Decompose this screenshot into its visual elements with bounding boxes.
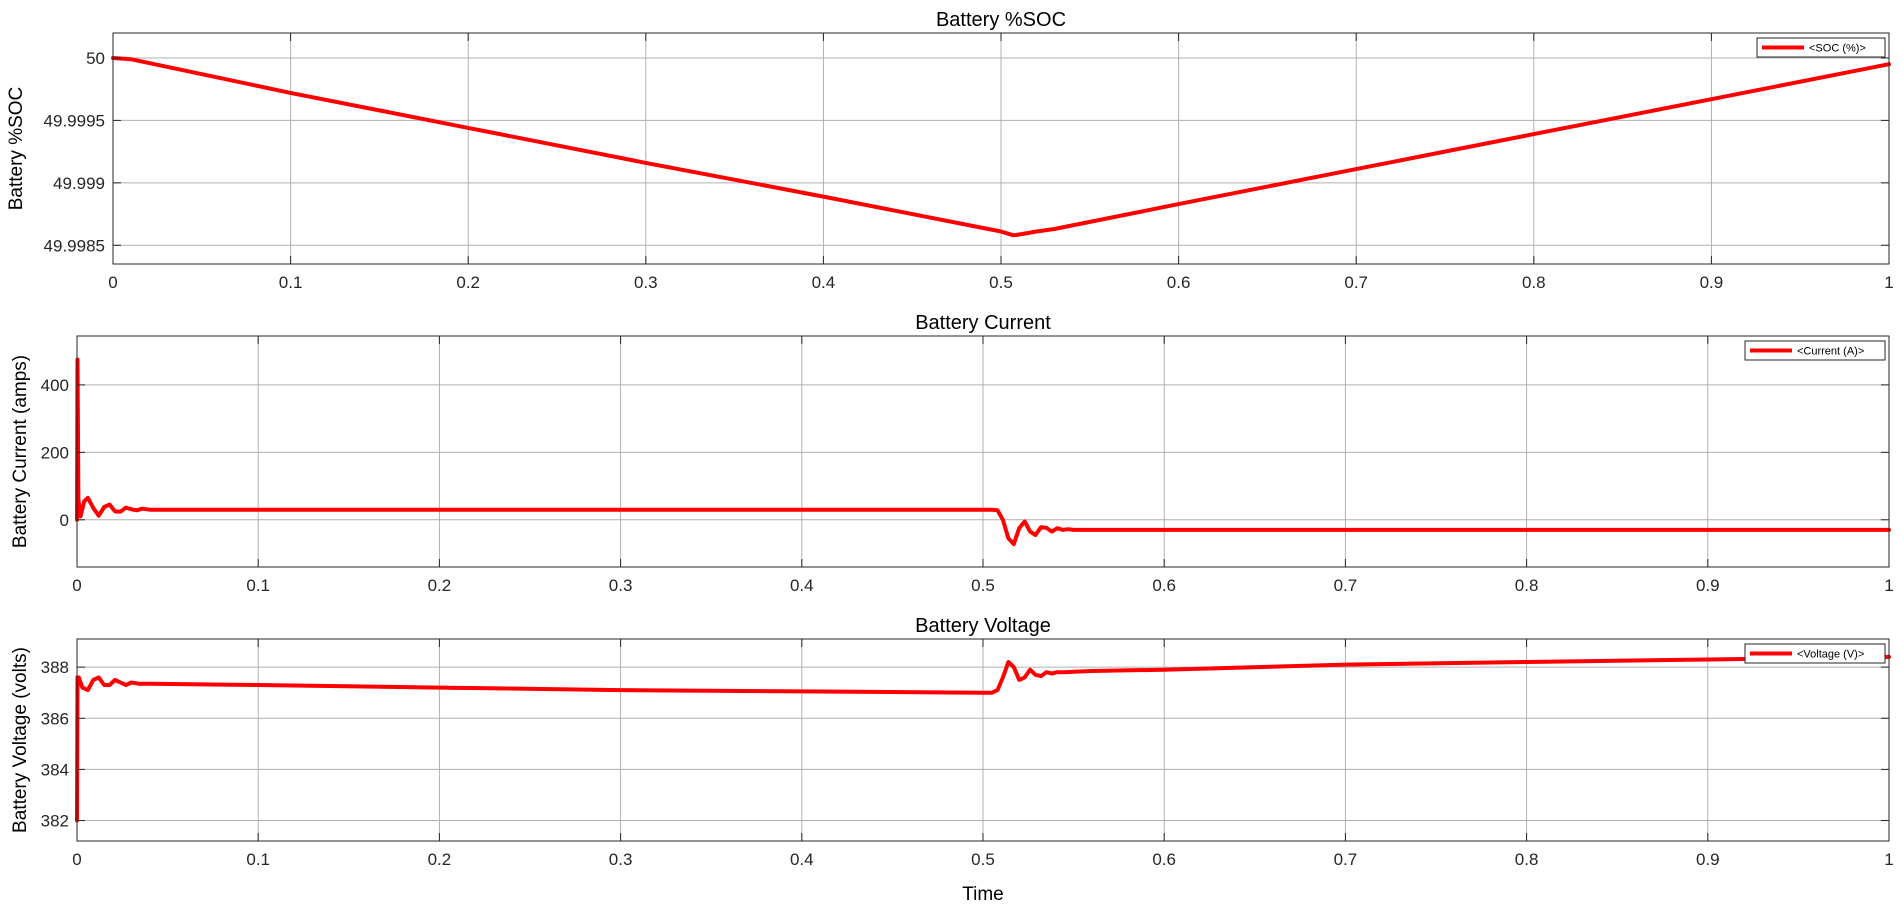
legend-box — [1744, 643, 1886, 664]
x-tick-label: 0.6 — [1152, 576, 1176, 595]
x-tick-label: 0.1 — [246, 576, 270, 595]
x-tick-label: 0.9 — [1696, 850, 1720, 869]
x-tick-label: 0.3 — [609, 850, 633, 869]
x-tick-label: 0.8 — [1515, 850, 1539, 869]
series-line-1 — [75, 357, 1891, 547]
y-tick-label: 400 — [41, 376, 69, 395]
y-tick-label: 0 — [60, 511, 69, 530]
y-tick-label: 388 — [41, 658, 69, 677]
chart-panel-3: 0 0.1 0.2 0.3 0.4 0.5 0.6 0.7 0.8 0.9 1 382 384 386 38… — [10, 615, 1894, 869]
x-tick-label: 0.1 — [279, 273, 303, 292]
y-tick-label: 49.9985 — [44, 236, 105, 255]
y-tick-label: 49.999 — [53, 174, 105, 193]
x-tick-label: 0.5 — [971, 576, 995, 595]
x-tick-label: 0.9 — [1700, 273, 1724, 292]
x-tick-label: 0 — [72, 850, 81, 869]
x-tick-label: 0 — [72, 576, 81, 595]
y-tick-label: 50 — [86, 49, 105, 68]
x-tick-label: 0.8 — [1522, 273, 1546, 292]
y-axis-label: Battery Voltage (volts) — [10, 647, 31, 833]
x-tick-label: 0.4 — [790, 576, 814, 595]
x-tick-label: 0.5 — [971, 850, 995, 869]
y-tick-label: 49.9995 — [44, 111, 105, 130]
legend: <SOC (%)> — [1756, 37, 1886, 58]
legend: <Current (A)> — [1744, 340, 1886, 361]
x-tick-label: 0.7 — [1334, 850, 1358, 869]
legend: <Voltage (V)> — [1744, 643, 1886, 664]
legend-box — [1756, 37, 1886, 58]
chart-title: Battery Current — [915, 312, 1051, 334]
legend-label: <Voltage (V)> — [1797, 649, 1864, 661]
x-tick-label: 0.7 — [1344, 273, 1368, 292]
legend-box — [1744, 340, 1886, 361]
y-tick-label: 386 — [41, 709, 69, 728]
chart-panel-1: 0 0.1 0.2 0.3 0.4 0.5 0.6 0.7 0.8 0.9 1 49.9985 49.9… — [6, 9, 1894, 292]
x-tick-label: 0 — [108, 273, 117, 292]
y-tick-label: 382 — [41, 812, 69, 831]
x-tick-label: 0.1 — [246, 850, 270, 869]
x-tick-label: 0.2 — [428, 576, 452, 595]
figure-xlabel: Time — [962, 884, 1004, 905]
chart-title: Battery Voltage — [915, 615, 1051, 637]
x-tick-label: 1 — [1884, 273, 1893, 292]
series-line-1 — [75, 654, 1891, 823]
y-tick-label: 384 — [41, 760, 69, 779]
x-tick-label: 0.6 — [1167, 273, 1191, 292]
x-tick-label: 0.7 — [1334, 576, 1358, 595]
x-tick-label: 0.2 — [428, 850, 452, 869]
x-tick-label: 0.3 — [634, 273, 658, 292]
x-tick-label: 0.9 — [1696, 576, 1720, 595]
chart-title: Battery %SOC — [936, 9, 1066, 31]
y-axis-label: Battery Current (amps) — [10, 355, 31, 548]
y-axis-label: Battery %SOC — [6, 87, 27, 211]
x-tick-label: 0.4 — [790, 850, 814, 869]
x-tick-label: 1 — [1884, 850, 1893, 869]
x-tick-label: 0.3 — [609, 576, 633, 595]
x-tick-label: 1 — [1884, 576, 1893, 595]
series-line-1 — [111, 56, 1891, 238]
y-tick-label: 200 — [41, 443, 69, 462]
chart-panel-2: 0 0.1 0.2 0.3 0.4 0.5 0.6 0.7 0.8 0.9 1 0 200 400 Batt… — [10, 312, 1894, 595]
x-tick-label: 0.8 — [1515, 576, 1539, 595]
x-tick-label: 0.6 — [1152, 850, 1176, 869]
x-tick-label: 0.5 — [989, 273, 1013, 292]
legend-label: <SOC (%)> — [1809, 43, 1866, 55]
x-tick-label: 0.4 — [812, 273, 836, 292]
x-tick-label: 0.2 — [456, 273, 480, 292]
legend-label: <Current (A)> — [1797, 346, 1864, 358]
